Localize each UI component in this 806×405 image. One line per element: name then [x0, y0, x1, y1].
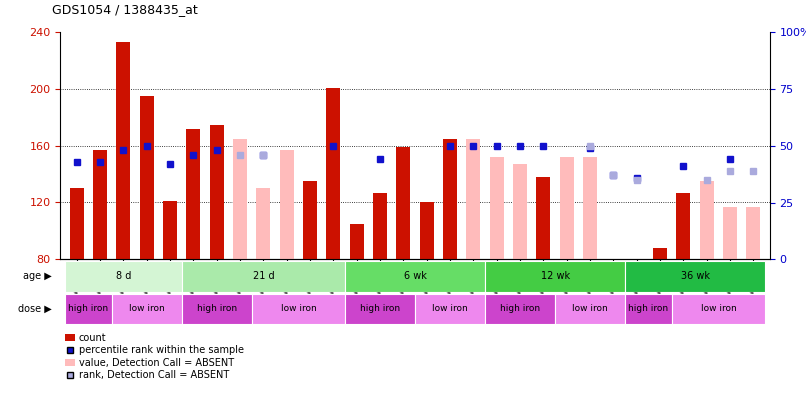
Bar: [467, 139, 480, 259]
Bar: [583, 157, 597, 259]
Bar: [700, 181, 714, 259]
Text: 36 wk: 36 wk: [680, 271, 709, 281]
Bar: [70, 188, 84, 259]
Bar: [163, 201, 177, 259]
Bar: [397, 147, 410, 259]
Text: high iron: high iron: [500, 304, 540, 313]
Bar: [251, 294, 345, 324]
Text: high iron: high iron: [197, 304, 237, 313]
Bar: [350, 224, 364, 259]
Text: dose ▶: dose ▶: [18, 304, 52, 314]
Text: 12 wk: 12 wk: [541, 271, 570, 281]
Bar: [485, 261, 625, 292]
Text: high iron: high iron: [69, 304, 109, 313]
Bar: [559, 157, 574, 259]
Bar: [116, 43, 131, 259]
Bar: [443, 139, 457, 259]
Bar: [256, 188, 271, 259]
Bar: [233, 139, 247, 259]
Bar: [182, 261, 345, 292]
Bar: [513, 164, 527, 259]
Bar: [420, 202, 434, 259]
Bar: [625, 294, 671, 324]
Bar: [653, 248, 667, 259]
Bar: [93, 150, 107, 259]
Bar: [303, 181, 317, 259]
Bar: [280, 150, 293, 259]
Bar: [671, 294, 765, 324]
Bar: [485, 294, 555, 324]
Bar: [139, 96, 154, 259]
Bar: [65, 294, 112, 324]
Text: low iron: low iron: [700, 304, 736, 313]
Text: low iron: low iron: [572, 304, 608, 313]
Bar: [186, 129, 201, 259]
Text: high iron: high iron: [360, 304, 400, 313]
Text: 6 wk: 6 wk: [404, 271, 426, 281]
Text: age ▶: age ▶: [23, 271, 52, 281]
Text: 21 d: 21 d: [252, 271, 274, 281]
Legend: count, percentile rank within the sample, value, Detection Call = ABSENT, rank, : count, percentile rank within the sample…: [65, 333, 244, 380]
Text: 8 d: 8 d: [116, 271, 131, 281]
Bar: [746, 207, 760, 259]
Bar: [373, 192, 387, 259]
Bar: [625, 261, 765, 292]
Bar: [676, 192, 691, 259]
Bar: [182, 294, 251, 324]
Text: low iron: low iron: [129, 304, 164, 313]
Bar: [210, 125, 224, 259]
Bar: [345, 294, 415, 324]
Text: low iron: low iron: [280, 304, 316, 313]
Bar: [345, 261, 485, 292]
Bar: [326, 88, 340, 259]
Bar: [537, 177, 550, 259]
Text: GDS1054 / 1388435_at: GDS1054 / 1388435_at: [52, 3, 198, 16]
Bar: [490, 157, 504, 259]
Text: high iron: high iron: [629, 304, 668, 313]
Bar: [723, 207, 737, 259]
Bar: [555, 294, 625, 324]
Bar: [65, 261, 182, 292]
Text: low iron: low iron: [432, 304, 468, 313]
Bar: [112, 294, 182, 324]
Bar: [415, 294, 485, 324]
